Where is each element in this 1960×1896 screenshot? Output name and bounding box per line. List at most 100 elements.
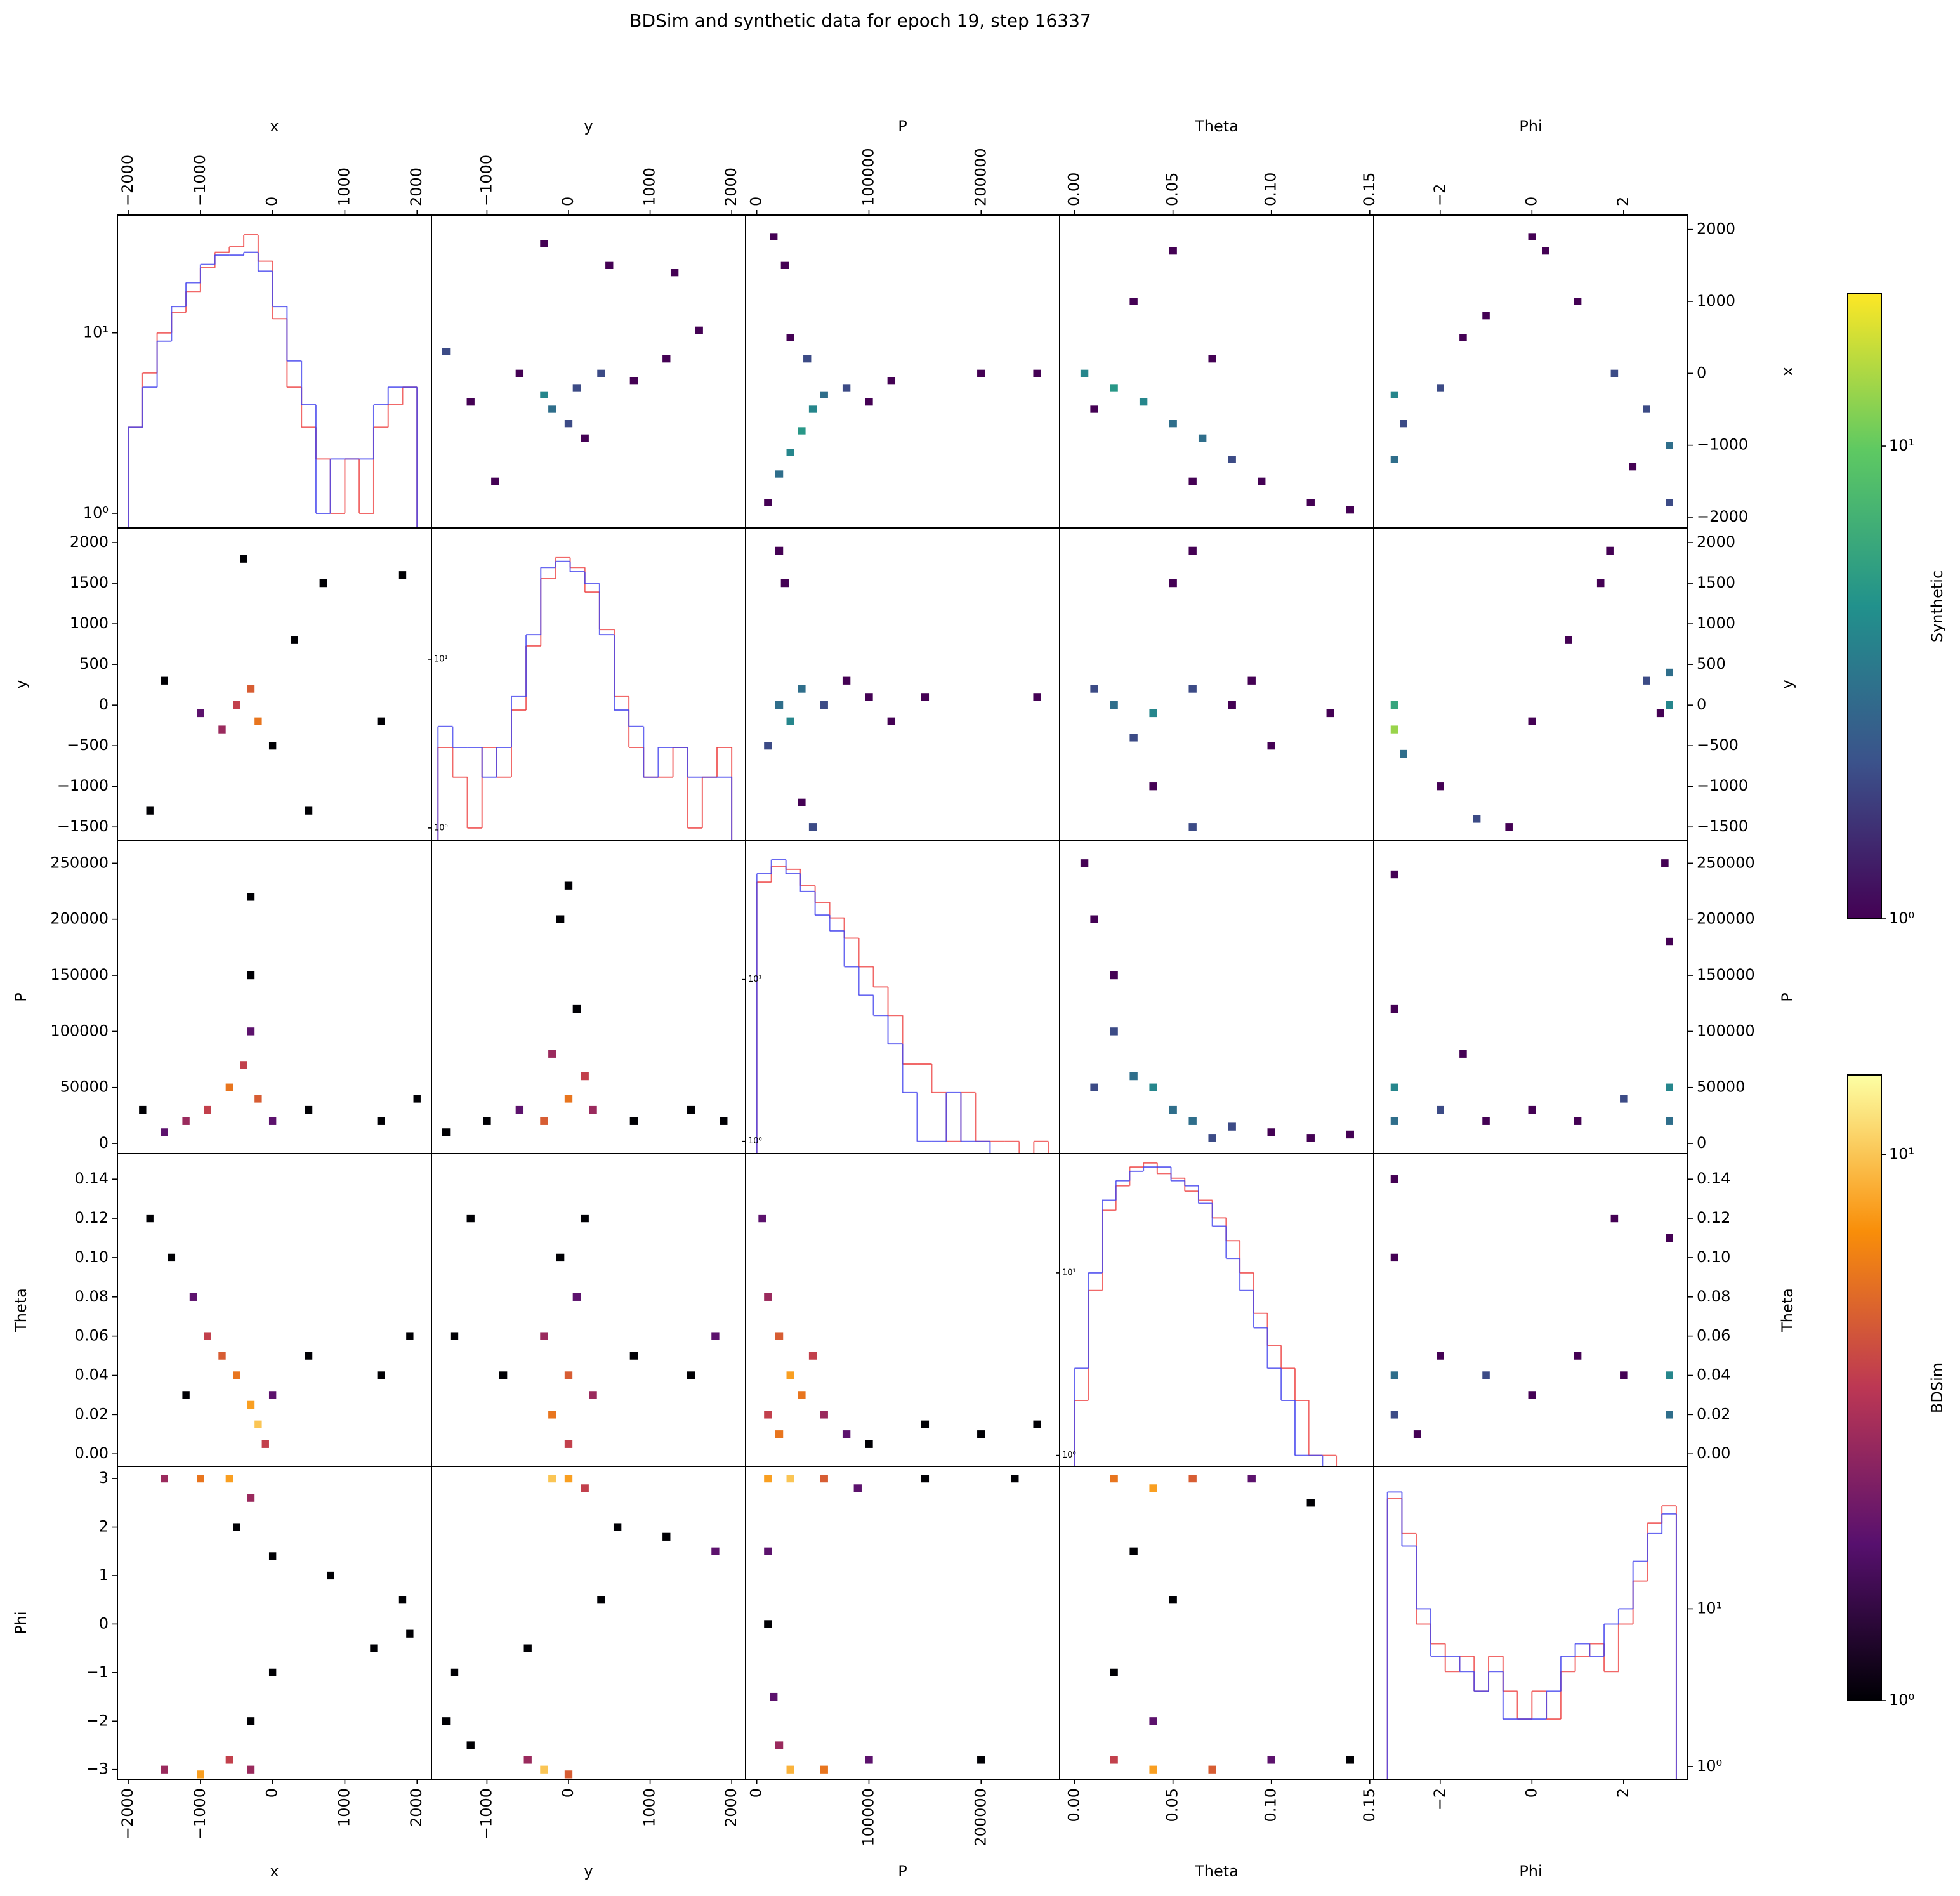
- hist2d-cell: [564, 420, 573, 428]
- y-tick-label: 0.14: [1697, 1169, 1730, 1187]
- hist2d-cell: [1267, 1756, 1275, 1764]
- x-tick-label: 0.05: [1164, 173, 1181, 206]
- panel: [764, 546, 1041, 831]
- hist2d-cell: [1574, 298, 1582, 305]
- hist2d-cell: [1459, 334, 1467, 341]
- hist2d-cell: [820, 1765, 828, 1774]
- y-tick-label: 10¹: [1062, 1268, 1076, 1277]
- hist2d-cell: [161, 1765, 168, 1774]
- hist2d-cell: [450, 1332, 459, 1340]
- x-axis-label: x: [270, 1862, 279, 1880]
- y-tick-label: 10⁰: [748, 1136, 762, 1146]
- hist2d-cell: [523, 1644, 532, 1652]
- hist2d-cell: [1643, 676, 1650, 685]
- hist2d-cell: [1620, 1095, 1628, 1103]
- x-axis-label: Phi: [1519, 1862, 1542, 1880]
- hist2d-cell: [1346, 1130, 1354, 1139]
- hist2d-cell: [442, 348, 451, 355]
- hist2d-cell: [597, 369, 605, 377]
- panel: [1390, 233, 1673, 506]
- hist2d-cell: [887, 377, 896, 385]
- x-tick-label: 0: [747, 197, 765, 206]
- hist2d-cell: [1267, 1128, 1275, 1136]
- hist2d-cell: [1090, 405, 1098, 413]
- hist2d-cell: [225, 1756, 233, 1764]
- hist2d-cell: [1149, 1083, 1157, 1091]
- hist2d-cell: [261, 1440, 269, 1448]
- y-tick-label: 250000: [1697, 853, 1755, 871]
- panel-frame: [745, 527, 1060, 841]
- y-tick-label: 0.14: [75, 1169, 109, 1187]
- hist2d-cell: [764, 1411, 772, 1419]
- panel-frame: [745, 214, 1060, 529]
- hist2d-cell: [548, 1411, 556, 1419]
- hist2d-cell: [865, 1756, 873, 1764]
- hist2d-cell: [780, 261, 789, 269]
- hist2d-cell: [775, 701, 784, 709]
- panel-frame: [745, 1466, 1060, 1780]
- hist2d-cell: [1528, 1105, 1536, 1114]
- hist2d-cell: [780, 579, 789, 588]
- y-tick-label: 0: [99, 1614, 109, 1632]
- y-tick-label: 50000: [60, 1078, 109, 1096]
- hist2d-cell: [1437, 782, 1444, 791]
- x-tick-label: 0.05: [1164, 1788, 1181, 1822]
- hist2d-cell: [1666, 1234, 1673, 1242]
- hist2d-cell: [1666, 1371, 1673, 1379]
- hist2d-cell: [662, 355, 671, 363]
- hist2d-cell: [182, 1117, 190, 1125]
- hist2d-cell: [1437, 1105, 1444, 1114]
- y-tick-label: 10¹: [434, 654, 448, 664]
- x-tick-label: 0.10: [1262, 1788, 1280, 1822]
- hist2d-cell: [770, 233, 778, 240]
- hist2d-cell: [564, 1770, 573, 1779]
- panel: [758, 1214, 1041, 1448]
- y-tick-label: 0.00: [75, 1444, 109, 1462]
- hist2d-cell: [775, 1332, 784, 1340]
- y-tick-label: 10⁰: [1062, 1451, 1076, 1460]
- hist2d-cell: [786, 334, 794, 341]
- panel: [1080, 247, 1354, 514]
- panel-frame: [745, 840, 1060, 1154]
- hist2d-cell: [1666, 442, 1673, 449]
- x-axis-label: Theta: [1194, 1862, 1239, 1880]
- hist2d-cell: [786, 449, 794, 456]
- hist2d-cell: [139, 1105, 147, 1114]
- hist2d-cell: [1169, 247, 1177, 255]
- hist2d-cell: [370, 1644, 378, 1652]
- panel-frame: [1373, 527, 1688, 841]
- hist2d-cell: [1666, 499, 1673, 506]
- hist2d-cell: [629, 1117, 638, 1125]
- hist2d-cell: [1033, 369, 1041, 377]
- y-tick-label: 10¹: [748, 975, 762, 984]
- y-tick-label: 2000: [1697, 533, 1735, 551]
- hist2d-cell: [1228, 456, 1236, 463]
- hist2d-cell: [1326, 709, 1334, 718]
- x-tick-label: 100000: [859, 148, 877, 206]
- y-tick-label: 2000: [70, 533, 109, 551]
- hist2d-cell: [1169, 420, 1177, 428]
- hist2d-cell: [1149, 1765, 1157, 1774]
- hist2d-cell: [450, 1668, 459, 1676]
- y-tick-label: 1500: [1697, 574, 1735, 591]
- hist2d-cell: [406, 1629, 414, 1638]
- panel-frame: [117, 1153, 432, 1467]
- panel-frame: [431, 1466, 746, 1780]
- hist2d-cell: [1390, 456, 1398, 463]
- y-tick-label: 10¹: [1697, 1599, 1722, 1617]
- y-tick-label: −1000: [57, 777, 109, 794]
- colorbar: [1847, 293, 1882, 919]
- hist2d-cell: [921, 1474, 930, 1483]
- hist2d-cell: [798, 427, 806, 435]
- hist2d-cell: [1528, 1391, 1536, 1399]
- x-tick-label: 0: [1522, 1788, 1540, 1798]
- panel: [442, 881, 728, 1136]
- hist2d-cell: [1267, 742, 1275, 750]
- x-tick-label: 2000: [407, 168, 425, 206]
- panel: [764, 233, 1041, 506]
- y-tick-label: 0.04: [75, 1366, 109, 1383]
- colorbar-label: Synthetic: [1928, 570, 1946, 642]
- hist2d-cell: [1390, 725, 1398, 734]
- hist2d-cell: [581, 1072, 589, 1081]
